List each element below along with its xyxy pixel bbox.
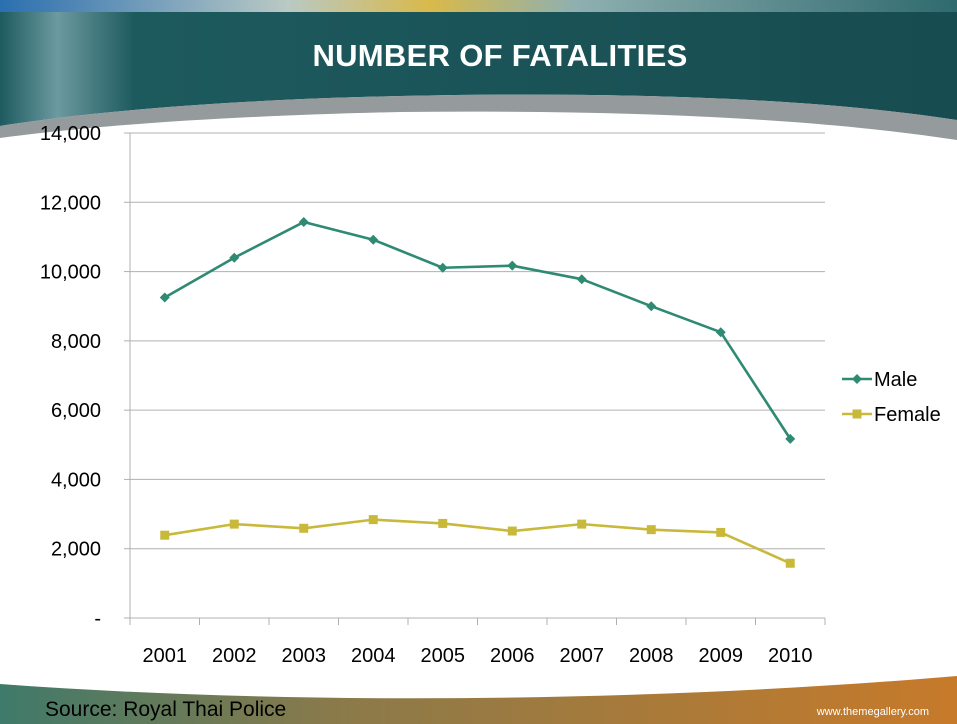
y-tick-label: 2,000 bbox=[51, 539, 101, 561]
x-tick-label: 2001 bbox=[143, 645, 188, 667]
data-point-male bbox=[646, 301, 657, 312]
footer-banner bbox=[0, 676, 957, 724]
y-tick-label: 12,000 bbox=[40, 192, 101, 214]
data-point-female bbox=[716, 527, 726, 537]
data-point-male bbox=[437, 262, 448, 273]
data-point-female bbox=[438, 518, 448, 528]
series-line-female bbox=[164, 518, 791, 565]
x-tick-label: 2007 bbox=[560, 645, 605, 667]
x-tick-label: 2008 bbox=[629, 645, 674, 667]
data-point-male bbox=[298, 217, 309, 228]
x-tick-label: 2004 bbox=[351, 645, 396, 667]
x-tick-label: 2006 bbox=[490, 645, 535, 667]
fatalities-line-chart: - 2,000 4,000 6,000 8,000 10,000 12,000 14,000 2… bbox=[40, 123, 941, 667]
y-tick-label: 4,000 bbox=[51, 469, 101, 491]
y-tick-label: 14,000 bbox=[40, 123, 101, 145]
data-point-female bbox=[229, 519, 239, 529]
x-tick-label: 2010 bbox=[768, 645, 813, 667]
data-point-male bbox=[229, 252, 240, 263]
data-point-female bbox=[577, 519, 587, 529]
website-credit: www.themegallery.com bbox=[816, 706, 929, 718]
data-point-male bbox=[785, 433, 796, 444]
data-point-female bbox=[160, 530, 170, 540]
data-point-male bbox=[368, 234, 379, 245]
data-point-female bbox=[785, 558, 795, 568]
legend-label-male: Male bbox=[874, 369, 917, 391]
data-point-female bbox=[368, 515, 378, 525]
y-tick-label: 6,000 bbox=[51, 400, 101, 422]
legend-marker-female bbox=[852, 409, 862, 419]
y-tick-label: 8,000 bbox=[51, 331, 101, 353]
x-tick-label: 2002 bbox=[212, 645, 257, 667]
header-banner bbox=[0, 0, 957, 140]
data-point-female bbox=[299, 523, 309, 533]
x-tick-label: 2003 bbox=[282, 645, 327, 667]
data-point-male bbox=[715, 327, 726, 338]
data-point-male bbox=[159, 292, 170, 303]
y-tick-label: 10,000 bbox=[40, 262, 101, 284]
x-tick-label: 2009 bbox=[699, 645, 744, 667]
legend-marker-male bbox=[852, 374, 862, 384]
data-point-male bbox=[507, 260, 518, 271]
y-tick-label: - bbox=[94, 608, 101, 630]
x-tick-label: 2005 bbox=[421, 645, 466, 667]
data-point-female bbox=[646, 525, 656, 535]
source-note: Source: Royal Thai Police bbox=[45, 698, 287, 721]
legend-label-female: Female bbox=[874, 404, 941, 426]
page-title: NUMBER OF FATALITIES bbox=[312, 38, 688, 73]
data-point-male bbox=[576, 274, 587, 285]
data-point-female bbox=[507, 526, 517, 536]
series-line-male bbox=[164, 220, 792, 440]
